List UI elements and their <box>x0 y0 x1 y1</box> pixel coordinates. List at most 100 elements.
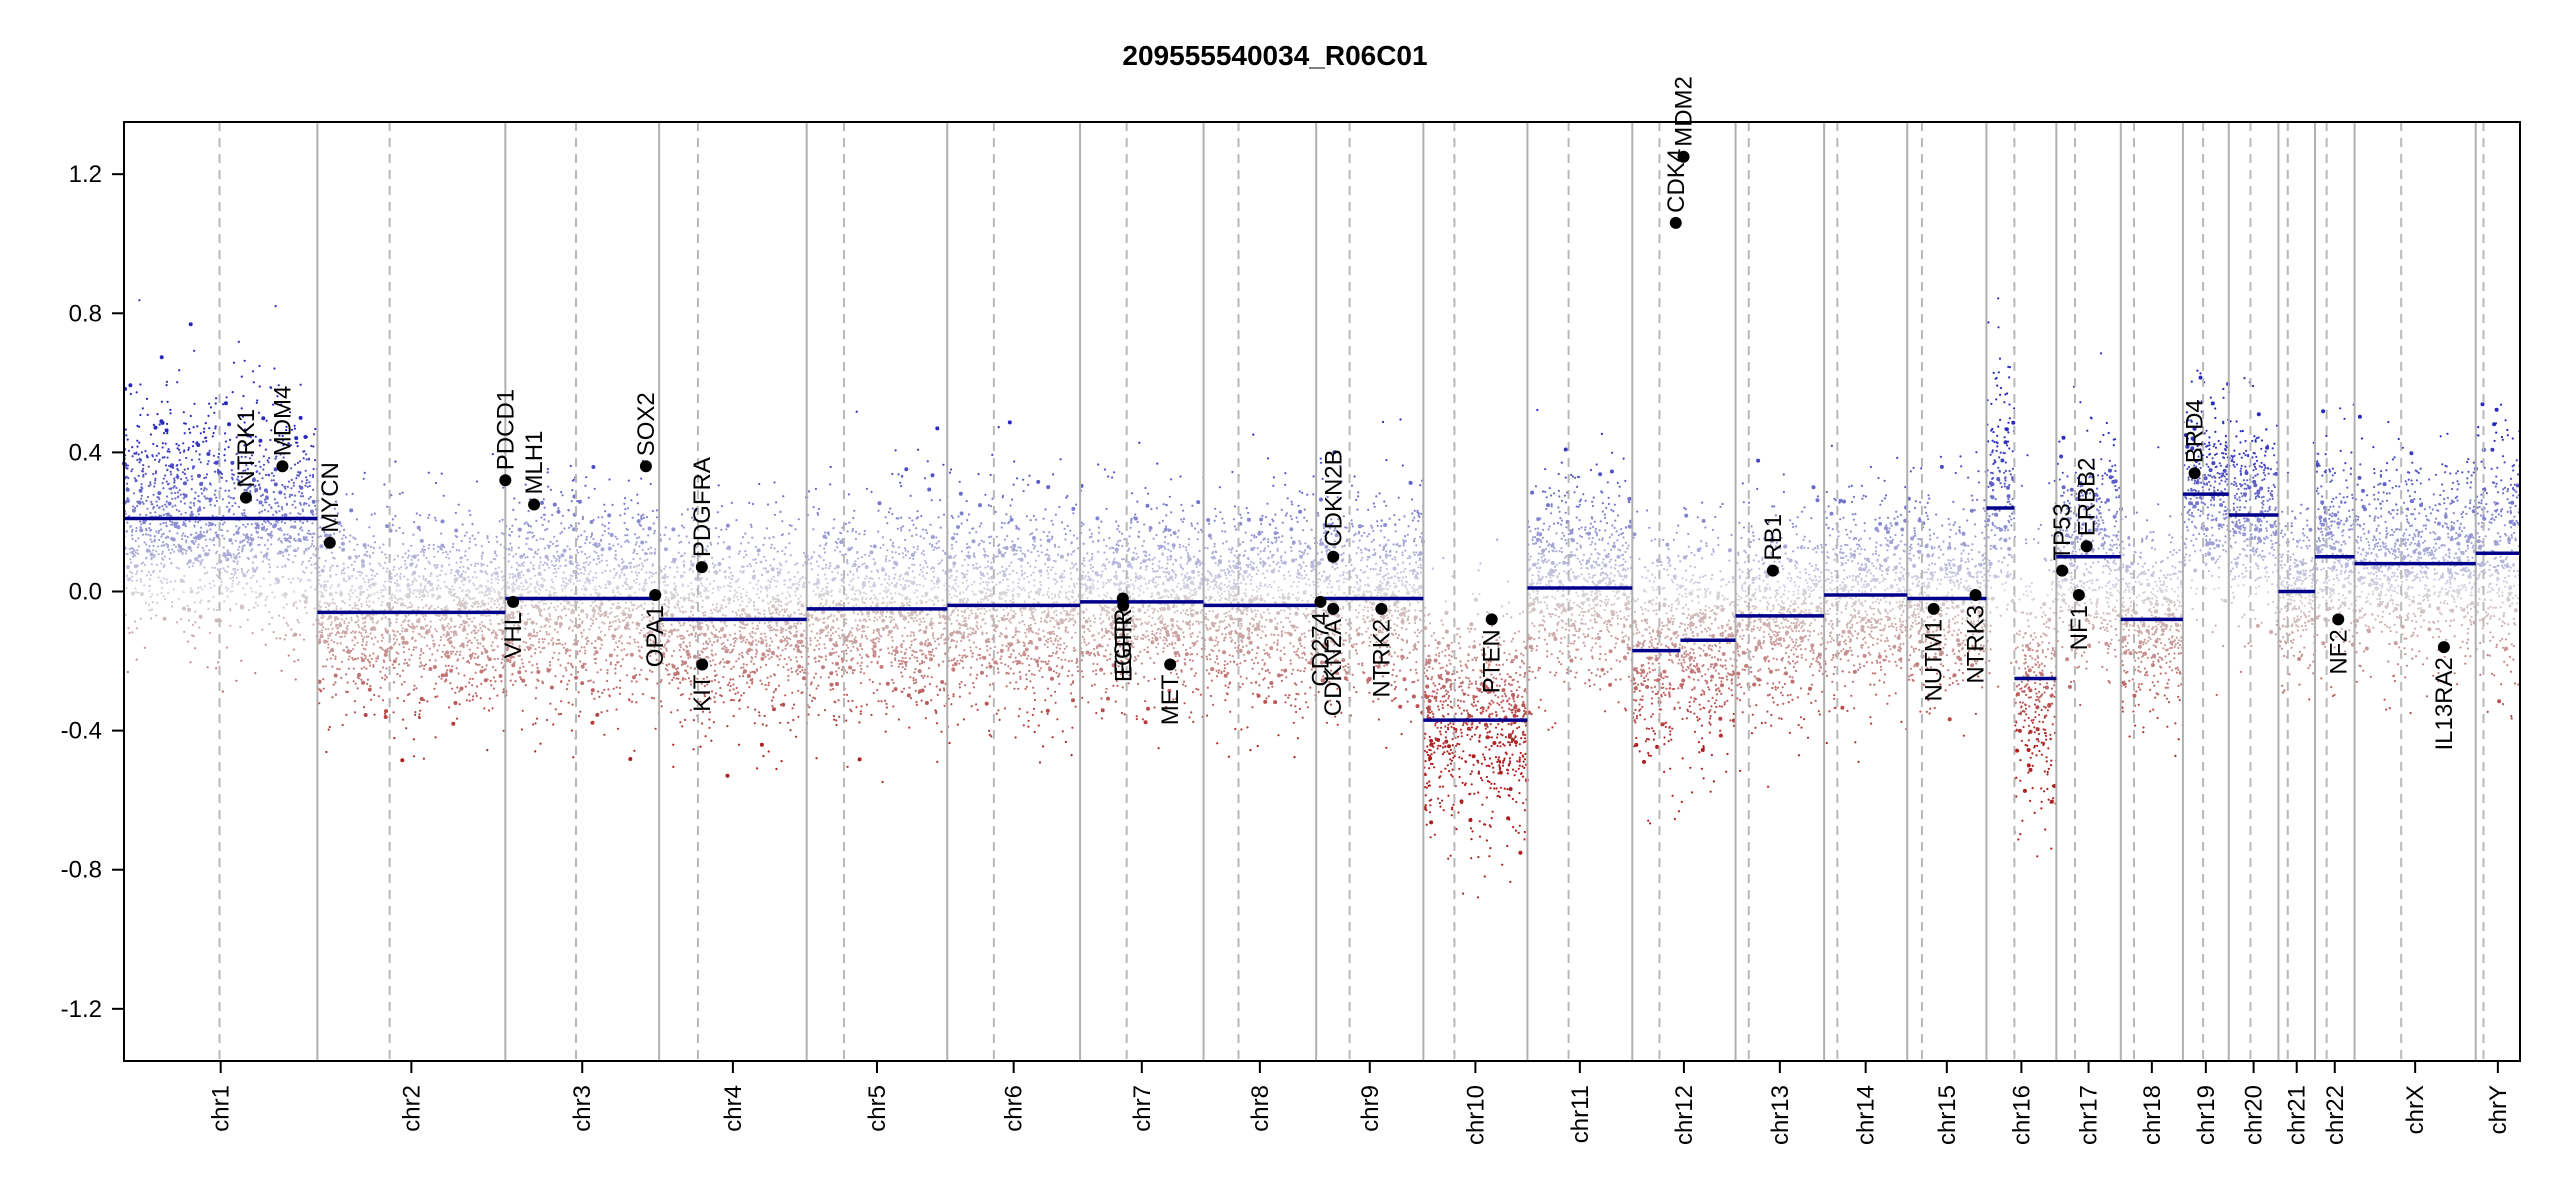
probe-point <box>172 550 176 553</box>
probe-point <box>172 486 175 489</box>
probe-point <box>358 555 361 558</box>
probe-point <box>244 525 247 528</box>
probe-point <box>379 591 382 594</box>
probe-point <box>270 506 273 509</box>
probe-point <box>746 623 749 626</box>
probe-point <box>730 667 733 671</box>
probe-point <box>134 452 138 455</box>
probe-point <box>223 552 226 555</box>
probe-point <box>409 591 412 594</box>
probe-point <box>584 569 587 572</box>
probe-point <box>275 637 278 640</box>
probe-point <box>177 543 180 547</box>
probe-point <box>711 562 715 565</box>
probe-point <box>454 653 457 656</box>
probe-point <box>564 666 567 669</box>
probe-point <box>126 553 129 556</box>
probe-point <box>198 626 201 629</box>
probe-point <box>202 440 205 443</box>
probe-point <box>648 571 651 574</box>
probe-point <box>268 456 271 460</box>
probe-point <box>410 606 413 609</box>
probe-point <box>225 479 228 483</box>
probe-point <box>200 599 203 602</box>
probe-point <box>458 599 461 602</box>
probe-point <box>704 611 707 614</box>
probe-point <box>558 559 561 563</box>
probe-point <box>653 532 656 535</box>
probe-point <box>145 556 148 559</box>
probe-point <box>296 474 299 477</box>
probe-point <box>140 523 143 526</box>
probe-point <box>679 624 682 627</box>
probe-point <box>199 530 202 533</box>
probe-point <box>466 644 469 647</box>
probe-point <box>164 442 167 445</box>
probe-point <box>360 571 364 575</box>
probe-point <box>414 639 417 642</box>
probe-point <box>732 665 735 669</box>
probe-point <box>635 680 638 683</box>
probe-point <box>469 657 472 660</box>
probe-point <box>560 609 563 612</box>
probe-point <box>591 465 596 469</box>
probe-point <box>598 585 601 588</box>
probe-point <box>239 450 242 454</box>
probe-point <box>240 375 243 378</box>
probe-point <box>282 551 285 554</box>
probe-point <box>700 577 704 580</box>
probe-point <box>364 631 367 634</box>
probe-point <box>243 544 246 547</box>
probe-point <box>370 698 373 701</box>
probe-point <box>236 553 239 556</box>
probe-point <box>686 630 689 633</box>
probe-point <box>328 725 331 729</box>
probe-point <box>312 467 315 471</box>
probe-point <box>261 523 264 526</box>
probe-point <box>612 591 615 594</box>
probe-point <box>636 552 639 556</box>
probe-point <box>383 586 386 589</box>
probe-point <box>268 611 271 614</box>
probe-point <box>362 622 365 625</box>
probe-point <box>549 540 552 544</box>
probe-point <box>449 682 452 685</box>
probe-point <box>307 547 310 550</box>
probe-point <box>796 668 799 671</box>
probe-point <box>534 574 537 577</box>
probe-point <box>392 568 395 571</box>
probe-point <box>735 519 738 522</box>
probe-point <box>398 567 401 570</box>
probe-point <box>802 676 806 681</box>
probe-point <box>468 540 472 544</box>
probe-point <box>156 413 159 416</box>
probe-point <box>740 640 743 644</box>
probe-point <box>336 667 339 671</box>
probe-point <box>708 726 711 729</box>
probe-point <box>409 601 412 605</box>
probe-point <box>352 658 355 661</box>
probe-point <box>754 639 757 642</box>
probe-point <box>531 536 534 539</box>
probe-point <box>289 411 292 414</box>
probe-point <box>370 594 373 597</box>
probe-point <box>207 524 210 527</box>
probe-point <box>376 591 379 594</box>
probe-point <box>739 592 742 595</box>
probe-point <box>125 498 130 503</box>
probe-point <box>483 593 487 596</box>
probe-point <box>349 508 354 513</box>
probe-point <box>308 481 311 484</box>
probe-point <box>205 488 208 491</box>
probe-point <box>137 591 140 594</box>
probe-point <box>260 526 263 529</box>
probe-point <box>183 432 186 435</box>
probe-point <box>157 531 160 535</box>
probe-point <box>309 545 312 548</box>
probe-point <box>446 630 449 633</box>
probe-point <box>551 656 554 660</box>
probe-point <box>542 602 545 605</box>
probe-point <box>649 649 652 652</box>
probe-point <box>656 516 659 519</box>
probe-point <box>516 572 521 577</box>
